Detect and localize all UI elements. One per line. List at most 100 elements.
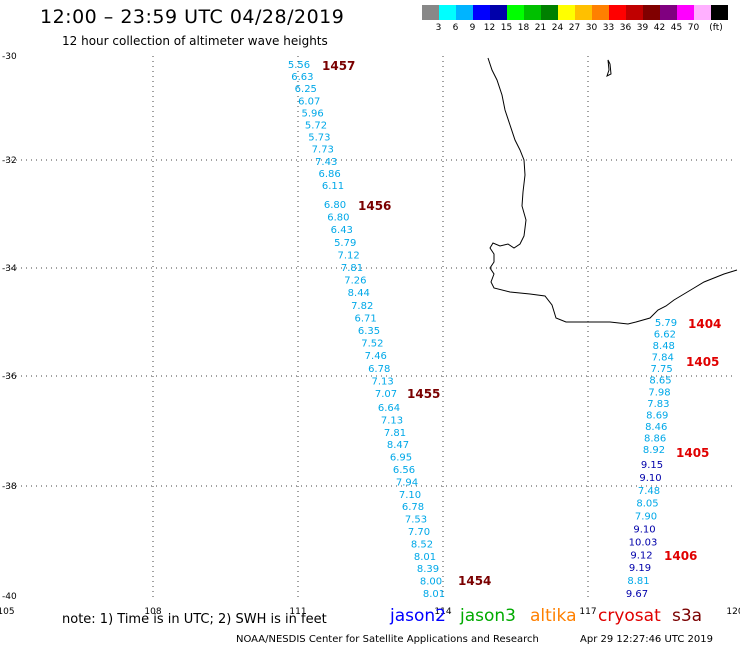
lon-tick-label: 117 xyxy=(579,607,596,617)
scale-label: 45 xyxy=(670,23,683,33)
wave-height-value: 7.94 xyxy=(396,477,418,488)
wave-height-value: 6.78 xyxy=(402,502,424,513)
wave-height-value: 7.73 xyxy=(312,145,334,156)
scale-swatch xyxy=(643,5,660,20)
scale-label: 15 xyxy=(500,23,513,33)
wave-height-value: 8.81 xyxy=(627,576,649,587)
wave-height-value: 8.47 xyxy=(387,440,409,451)
pass-time-label: 1454 xyxy=(458,574,491,588)
pass-time-label: 1457 xyxy=(322,59,355,73)
scale-label: 3 xyxy=(435,23,442,33)
satellite-legend-cryosat: cryosat xyxy=(598,606,661,626)
wave-height-value: 7.07 xyxy=(375,389,397,400)
wave-height-value: 6.80 xyxy=(327,213,349,224)
wave-height-value: 5.72 xyxy=(305,121,327,132)
wave-height-value: 8.01 xyxy=(414,552,436,563)
wave-height-value: 5.79 xyxy=(334,238,356,249)
satellite-pass[interactable]: 1454 xyxy=(458,574,491,588)
coastline-western-australia xyxy=(487,57,738,325)
wave-height-value: 8.39 xyxy=(417,564,439,575)
satellite-pass[interactable]: 9.159.107.488.057.909.1010.039.129.198.8… xyxy=(626,446,710,600)
lat-lon-grid xyxy=(6,56,735,600)
scale-label: 9 xyxy=(469,23,476,33)
scale-swatch xyxy=(626,5,643,20)
scale-label: 42 xyxy=(653,23,666,33)
wave-height-value: 8.46 xyxy=(645,422,667,433)
satellite-pass[interactable]: 6.806.806.435.797.127.817.268.447.826.71… xyxy=(324,199,397,400)
wave-height-value: 9.12 xyxy=(630,550,652,561)
scale-swatch xyxy=(694,5,711,20)
wave-height-value: 10.03 xyxy=(629,537,658,548)
scale-swatch xyxy=(473,5,490,20)
scale-swatch xyxy=(507,5,524,20)
scale-swatch xyxy=(456,5,473,20)
wave-height-value: 6.62 xyxy=(654,330,676,341)
scale-label: 33 xyxy=(602,23,615,33)
wave-height-value: 6.11 xyxy=(322,181,344,192)
wave-height-value: 6.80 xyxy=(324,200,346,211)
scale-label: 70 xyxy=(687,23,700,33)
pass-time-label: 1406 xyxy=(664,549,697,563)
footnote: note: 1) Time is in UTC; 2) SWH is in fe… xyxy=(62,612,327,627)
satellite-pass[interactable]: 6.647.13 7.818.47 6.956.567.94 7.106.78 7.53… xyxy=(378,387,445,600)
page-title: 12:00 – 23:59 UTC 04/28/2019 xyxy=(40,6,345,28)
satellite-pass[interactable]: 5.566.636.256.075.96 5.725.737.737.436.86… xyxy=(288,59,356,192)
scale-label: 12 xyxy=(483,23,496,33)
wave-height-value: 9.10 xyxy=(639,473,661,484)
wave-height-value: 7.46 xyxy=(365,351,387,362)
scale-label: 21 xyxy=(534,23,547,33)
wave-height-value: 5.79 xyxy=(655,318,677,329)
lat-tick-label: -34 xyxy=(2,264,17,274)
scale-swatch xyxy=(558,5,575,20)
satellite-pass[interactable]: 1405 xyxy=(686,355,719,369)
wave-height-value: 9.10 xyxy=(633,525,655,536)
pass-time-label: 1456 xyxy=(358,199,391,213)
wave-height-value: 6.43 xyxy=(331,225,353,236)
scale-label: 39 xyxy=(636,23,649,33)
scale-label: 24 xyxy=(551,23,564,33)
scale-swatch xyxy=(422,5,439,20)
wave-height-value: 6.71 xyxy=(354,313,376,324)
island-coast xyxy=(606,59,612,77)
lon-tick-label: 108 xyxy=(144,607,161,617)
wave-height-value: 9.15 xyxy=(641,460,663,471)
scale-swatch xyxy=(524,5,541,20)
satellite-legend-jason2: jason2 xyxy=(390,606,446,626)
wave-height-value: 6.78 xyxy=(368,364,390,375)
lat-tick-label: -30 xyxy=(2,52,17,62)
page-subtitle: 12 hour collection of altimeter wave hei… xyxy=(62,34,328,48)
wave-height-value: 7.90 xyxy=(635,512,657,523)
wave-height-value: 7.12 xyxy=(337,250,359,261)
wave-height-value: 8.01 xyxy=(423,589,445,600)
satellite-pass[interactable]: 5.796.628.487.847.758.657.987.838.698.46… xyxy=(643,317,722,456)
pass-time-label: 1455 xyxy=(407,387,440,401)
scale-swatch xyxy=(711,5,728,20)
wave-height-value: 7.13 xyxy=(371,376,393,387)
lon-tick-label: 120 xyxy=(726,607,740,617)
wave-height-value: 7.53 xyxy=(405,515,427,526)
wave-height-value: 7.43 xyxy=(315,157,337,168)
scale-label: 36 xyxy=(619,23,632,33)
scale-swatch xyxy=(609,5,626,20)
wave-height-value: 7.48 xyxy=(638,486,660,497)
lat-tick-label: -36 xyxy=(2,372,17,382)
satellite-legend-altika: altika xyxy=(530,606,577,626)
pass-time-label: 1405 xyxy=(676,446,709,460)
satellite-pass[interactable]: 1406 xyxy=(664,549,697,563)
wave-height-value: 7.98 xyxy=(648,387,670,398)
scale-label: 18 xyxy=(517,23,530,33)
wave-height-value: 7.70 xyxy=(408,527,430,538)
wave-height-value: 9.19 xyxy=(629,563,651,574)
wave-height-value: 8.52 xyxy=(411,539,433,550)
scale-unit: (ft) xyxy=(709,23,723,33)
lat-tick-label: -38 xyxy=(2,482,17,492)
pass-time-label: 1405 xyxy=(686,355,719,369)
timestamp: Apr 29 12:27:46 UTC 2019 xyxy=(580,634,713,645)
wave-height-value: 5.56 xyxy=(288,60,310,71)
wave-height-value: 7.83 xyxy=(647,399,669,410)
wave-height-value: 7.13 xyxy=(381,415,403,426)
wave-height-value: 8.69 xyxy=(646,410,668,421)
wave-height-value: 8.65 xyxy=(649,376,671,387)
wave-height-value: 8.00 xyxy=(420,577,442,588)
